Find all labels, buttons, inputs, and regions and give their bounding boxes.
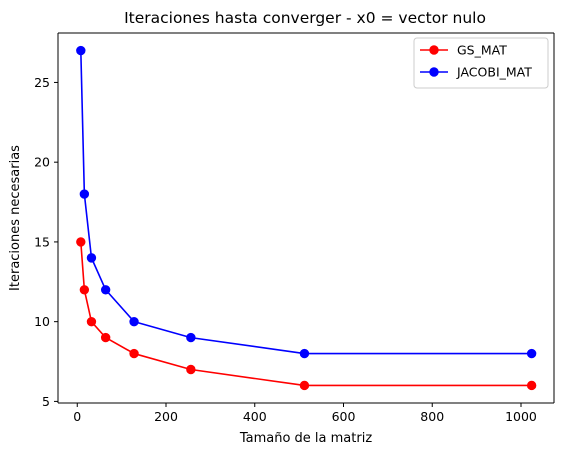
data-point: [100, 285, 111, 295]
data-point: [76, 237, 86, 247]
plot-area: [58, 33, 554, 403]
y-tick-label: 15: [34, 234, 50, 249]
data-point: [129, 316, 139, 327]
chart-title: Iteraciones hasta converger - x0 = vecto…: [124, 9, 486, 27]
y-tick-label: 10: [34, 314, 50, 329]
data-point: [186, 332, 196, 343]
data-point: [129, 348, 139, 359]
x-tick-label: 0: [73, 409, 81, 424]
legend-marker: [429, 45, 439, 55]
data-point: [100, 332, 111, 343]
y-tick-label: 5: [42, 394, 50, 409]
x-tick-label: 1000: [505, 409, 537, 424]
legend-label: GS_MAT: [457, 43, 507, 58]
legend-marker: [429, 67, 439, 77]
data-point: [299, 380, 310, 391]
data-point: [79, 189, 90, 199]
legend: GS_MAT JACOBI_MAT: [413, 37, 549, 89]
data-point: [186, 364, 196, 375]
data-point: [86, 253, 97, 263]
data-point: [79, 285, 90, 295]
data-point: [86, 316, 97, 327]
x-axis-ticks: 0 200 400 600 800 1000: [73, 403, 537, 424]
plot-frame: [57, 32, 555, 404]
data-point: [76, 45, 86, 56]
x-tick-label: 200: [154, 409, 178, 424]
series-line-gs-mat: [80, 241, 532, 387]
data-point: [299, 348, 310, 359]
x-tick-label: 800: [420, 409, 444, 424]
y-tick-label: 20: [34, 155, 50, 170]
y-tick-label: 25: [34, 75, 50, 90]
legend-items: GS_MAT JACOBI_MAT: [420, 43, 532, 80]
series-layer: [76, 45, 537, 391]
data-point: [526, 380, 537, 391]
y-axis-ticks: 5 10 15 20 25: [34, 75, 58, 409]
series-line-jacobi-mat: [80, 50, 532, 355]
data-point: [526, 348, 537, 359]
x-axis-label: Tamaño de la matriz: [239, 431, 372, 446]
x-tick-label: 600: [332, 409, 356, 424]
legend-label: JACOBI_MAT: [456, 65, 532, 80]
x-tick-label: 400: [243, 409, 267, 424]
y-axis-label: Iteraciones necesarias: [8, 145, 23, 291]
